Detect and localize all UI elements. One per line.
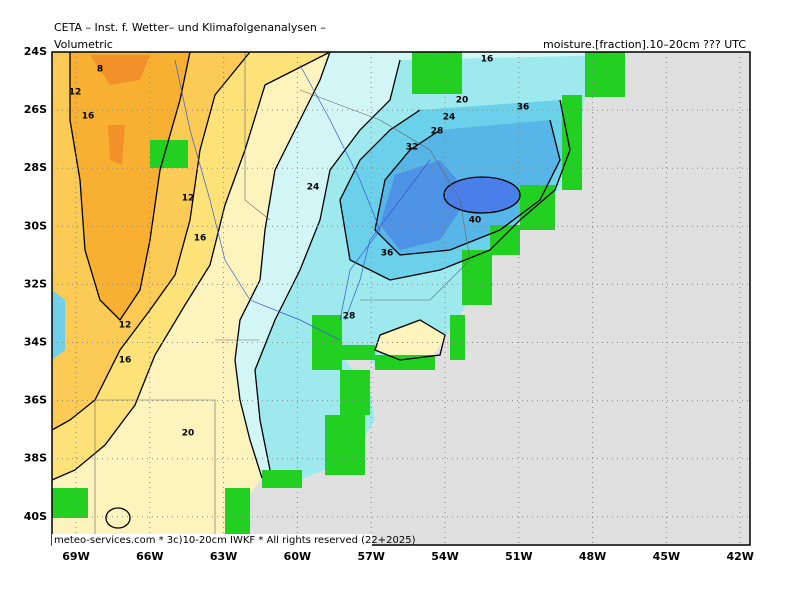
footer: meteo-services.com * 3c)10-20cm IWKF * A… bbox=[54, 535, 416, 546]
lon-label: 48W bbox=[579, 550, 606, 563]
lat-label: 30S bbox=[24, 219, 47, 232]
contour-label: 12 bbox=[119, 321, 132, 331]
contour-label: 16 bbox=[194, 234, 207, 244]
contour-label: 16 bbox=[481, 55, 494, 65]
contour-label: 12 bbox=[182, 194, 195, 204]
moisture-lowest bbox=[70, 52, 190, 320]
lon-label: 66W bbox=[136, 550, 163, 563]
contour-label: 8 bbox=[97, 65, 103, 75]
contour-label: 16 bbox=[82, 112, 95, 122]
contour-label: 28 bbox=[343, 312, 356, 322]
contour-label: 24 bbox=[307, 183, 320, 193]
lon-label: 60W bbox=[284, 550, 311, 563]
lat-label: 28S bbox=[24, 161, 47, 174]
moisture-max bbox=[380, 160, 470, 250]
lat-label: 34S bbox=[24, 336, 47, 349]
contour-label: 40 bbox=[469, 216, 482, 226]
lon-label: 69W bbox=[62, 550, 89, 563]
contour-label: 20 bbox=[182, 429, 195, 439]
contour-label: 24 bbox=[443, 113, 456, 123]
lon-label: 63W bbox=[210, 550, 237, 563]
footer-bg bbox=[52, 534, 372, 546]
lat-label: 40S bbox=[24, 510, 47, 523]
contour-label: 28 bbox=[431, 127, 444, 137]
contour-label: 12 bbox=[69, 88, 82, 98]
lon-label: 51W bbox=[505, 550, 532, 563]
moisture-mid bbox=[375, 320, 445, 360]
contour-label: 32 bbox=[406, 143, 419, 153]
lon-label: 45W bbox=[653, 550, 680, 563]
lat-label: 26S bbox=[24, 103, 47, 116]
lat-label: 24S bbox=[24, 45, 47, 58]
contour-label: 36 bbox=[381, 249, 394, 259]
lon-label: 54W bbox=[431, 550, 458, 563]
lon-label: 42W bbox=[726, 550, 753, 563]
moisture-min bbox=[108, 125, 125, 165]
contour-label: 20 bbox=[456, 96, 469, 106]
subtitle-left: Volumetric bbox=[54, 38, 113, 51]
title: CETA – Inst. f. Wetter– und Klimafolgena… bbox=[54, 21, 326, 34]
frame bbox=[51, 51, 751, 546]
lat-label: 32S bbox=[24, 277, 47, 290]
moisture-high bbox=[52, 290, 65, 360]
moisture-max bbox=[444, 177, 520, 213]
contour-label: 36 bbox=[517, 103, 530, 113]
lat-label: 38S bbox=[24, 452, 47, 465]
rivers bbox=[174, 59, 431, 341]
borders bbox=[94, 52, 471, 545]
lat-label: 36S bbox=[24, 394, 47, 407]
lon-label: 57W bbox=[357, 550, 384, 563]
ocean bbox=[240, 52, 750, 545]
coast-cells bbox=[52, 52, 625, 545]
subtitle-right: moisture.[fraction].10–20cm ??? UTC bbox=[543, 38, 746, 51]
contour-label: 16 bbox=[119, 356, 132, 366]
moisture-min bbox=[90, 55, 150, 85]
grid bbox=[52, 52, 750, 545]
contours bbox=[52, 52, 571, 529]
